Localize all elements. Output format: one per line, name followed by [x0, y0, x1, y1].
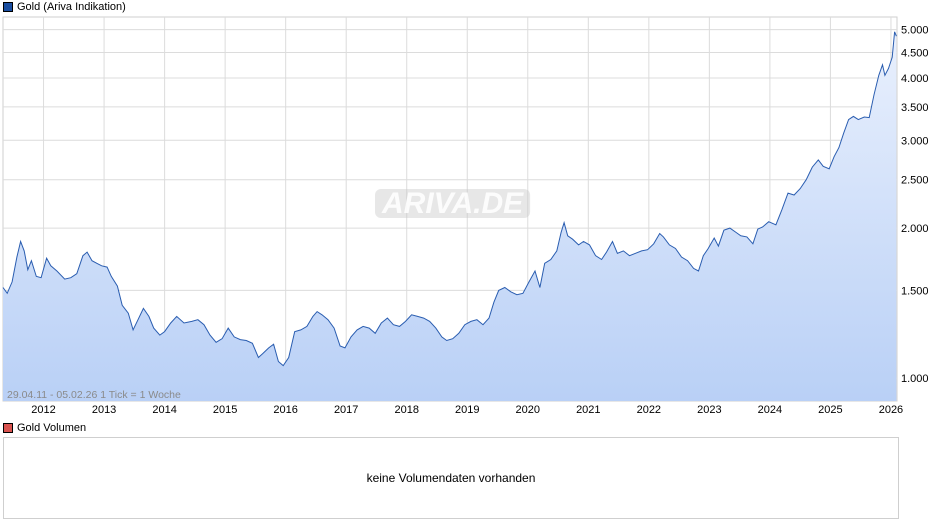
x-tick-label: 2026 [879, 404, 903, 416]
x-tick-label: 2013 [92, 404, 116, 416]
x-tick-label: 2015 [213, 404, 237, 416]
volume-empty-message: keine Volumendaten vorhanden [366, 471, 536, 485]
x-tick-label: 2021 [576, 404, 600, 416]
price-legend: Gold (Ariva Indikation) [3, 1, 126, 13]
x-tick-label: 2014 [152, 404, 176, 416]
x-tick-label: 2020 [516, 404, 540, 416]
x-tick-label: 2024 [758, 404, 782, 416]
x-tick-label: 2019 [455, 404, 479, 416]
y-tick-label: 2.000 [901, 223, 929, 235]
x-tick-label: 2022 [637, 404, 661, 416]
y-tick-label: 3.000 [901, 135, 929, 147]
volume-panel: keine Volumendaten vorhanden [3, 437, 899, 519]
y-tick-label: 5.000 [901, 25, 929, 37]
price-area [3, 31, 897, 402]
y-tick-label: 4.500 [901, 47, 929, 59]
y-tick-label: 2.500 [901, 175, 929, 187]
x-tick-label: 2012 [31, 404, 55, 416]
watermark-badge [375, 189, 531, 218]
y-tick-label: 4.000 [901, 73, 929, 85]
price-chart[interactable]: ARIVA.DE 29.04.11 - 05.02.26 1 Tick = 1 … [0, 0, 940, 420]
x-axis-ticks: 2012 2013 2014 2015 2016 2017 2018 2019 2020 2021… [31, 404, 903, 416]
y-tick-label: 3.500 [901, 102, 929, 114]
x-tick-label: 2017 [334, 404, 358, 416]
range-info: 29.04.11 - 05.02.26 1 Tick = 1 Woche [7, 389, 181, 401]
volume-legend: Gold Volumen [3, 422, 86, 434]
price-legend-label: Gold (Ariva Indikation) [17, 1, 126, 13]
price-legend-swatch [3, 2, 13, 12]
volume-legend-swatch [3, 423, 13, 433]
price-line [2, 31, 897, 367]
watermark: ARIVA.DE [381, 187, 524, 220]
y-tick-label: 1.000 [901, 373, 929, 385]
y-axis-ticks: 1.000 1.500 2.000 2.500 3.000 3.500 4.000 4.500… [901, 25, 929, 386]
x-tick-label: 2018 [394, 404, 418, 416]
x-tick-label: 2016 [273, 404, 297, 416]
x-tick-label: 2025 [818, 404, 842, 416]
x-tick-label: 2023 [697, 404, 721, 416]
y-tick-label: 1.500 [901, 285, 929, 297]
volume-legend-label: Gold Volumen [17, 422, 87, 434]
